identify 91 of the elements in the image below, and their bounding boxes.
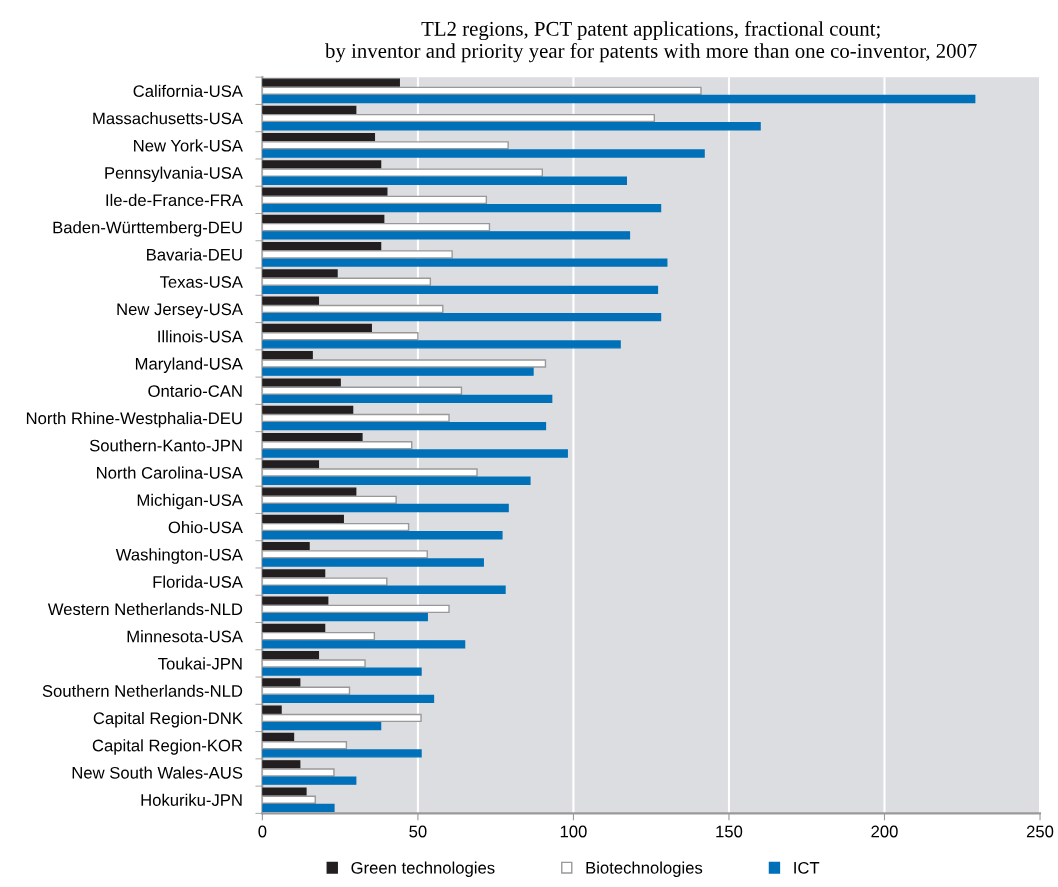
bar <box>262 340 621 349</box>
y-tick-label: New York-USA <box>134 139 243 152</box>
bar <box>262 378 341 387</box>
bar <box>262 432 363 442</box>
bar <box>262 803 335 813</box>
y-tick-label: Michigan-USA <box>137 493 243 510</box>
y-tick-label: Bavaria-DEU <box>147 248 242 261</box>
bar <box>262 732 295 742</box>
bar <box>262 449 568 458</box>
y-tick-label: Texas-USA <box>159 276 243 288</box>
bar <box>262 214 385 224</box>
y-tick-label: Pennsylvania-USA <box>105 166 243 183</box>
bar <box>262 78 400 87</box>
bar <box>262 487 357 496</box>
bar <box>262 694 435 704</box>
bar <box>262 596 329 605</box>
y-tick-label: Toukai-JPN <box>158 657 242 670</box>
bar <box>262 721 382 731</box>
x-tick-label: 0 <box>258 825 267 838</box>
bar <box>262 569 326 578</box>
bar <box>262 787 307 796</box>
bar <box>262 651 320 660</box>
x-tick-label: 250 <box>1026 825 1054 838</box>
bar <box>262 705 282 714</box>
bar <box>262 105 357 115</box>
bar <box>262 612 428 622</box>
bar <box>262 503 509 513</box>
bar <box>262 514 344 524</box>
bar <box>262 476 531 485</box>
bar <box>262 460 320 469</box>
y-tick-label: Western Netherlands-NLD <box>47 602 243 616</box>
bar <box>262 394 553 404</box>
bar <box>262 231 631 240</box>
bar <box>262 749 422 758</box>
x-tick-label: 50 <box>409 825 427 838</box>
bar <box>262 160 382 169</box>
y-tick-label: California-USA <box>133 84 243 98</box>
y-tick-label: New South Wales-AUS <box>72 766 243 779</box>
y-tick-label: Illinois-USA <box>158 330 243 343</box>
legend-label: ICT <box>794 861 820 874</box>
x-tick-label: 200 <box>871 825 898 838</box>
y-tick-label: Hokuriku-JPN <box>141 793 242 806</box>
chart-title: TL2 regions, PCT patent applications, fractional count; by inventor and priority year for patents with more than one co-inventor, 2007 <box>325 20 977 63</box>
bar <box>262 203 662 213</box>
y-tick-label: Capital Region-KOR <box>92 739 243 755</box>
bar <box>262 269 338 278</box>
y-tick-label: North Carolina-USA <box>97 466 243 479</box>
legend-label: Green technologies <box>351 861 495 878</box>
bar <box>262 367 534 376</box>
bar <box>262 323 372 333</box>
bar <box>262 312 662 322</box>
bar <box>262 623 326 633</box>
bar <box>262 351 313 360</box>
bar <box>262 122 761 131</box>
x-tick-label: 150 <box>716 825 743 838</box>
bar <box>262 187 388 196</box>
legend-label: Biotechnologies <box>586 861 703 878</box>
bar <box>262 296 320 305</box>
y-tick-label: Ile-de-France-FRA <box>106 193 243 207</box>
bar <box>262 760 301 769</box>
bar <box>262 422 547 431</box>
y-tick-label: North Rhine-Westphalia-DEU <box>26 411 242 428</box>
bar <box>262 258 668 267</box>
y-tick-label: New Jersey-USA <box>117 303 243 319</box>
bar <box>262 776 357 785</box>
y-tick-label: Massachusetts-USA <box>93 112 243 125</box>
bar <box>262 640 466 649</box>
y-tick-label: Southern Netherlands-NLD <box>42 684 243 697</box>
y-tick-label: Capital Region-DNK <box>93 711 243 728</box>
bar <box>262 531 503 540</box>
y-tick-label: Washington-USA <box>115 548 243 564</box>
y-tick-label: Florida-USA <box>153 575 243 588</box>
bar <box>262 94 976 104</box>
y-tick-label: Baden-Württemberg-DEU <box>53 221 242 237</box>
y-tick-label: Maryland-USA <box>135 357 243 373</box>
x-tick-label: 100 <box>560 825 587 838</box>
bar <box>262 541 310 551</box>
bar <box>262 132 376 142</box>
bar <box>262 585 506 594</box>
y-tick-label: Ontario-CAN <box>148 384 242 397</box>
bar <box>262 149 705 158</box>
bar <box>262 667 422 676</box>
y-tick-label: Ohio-USA <box>168 521 243 534</box>
bar <box>262 176 628 185</box>
y-tick-label: Minnesota-USA <box>127 630 243 643</box>
bar <box>262 678 301 687</box>
bar <box>262 558 484 567</box>
bar <box>262 242 382 251</box>
bar <box>262 405 354 414</box>
bar <box>262 285 659 295</box>
y-tick-label: Southern-Kanto-JPN <box>89 439 242 452</box>
